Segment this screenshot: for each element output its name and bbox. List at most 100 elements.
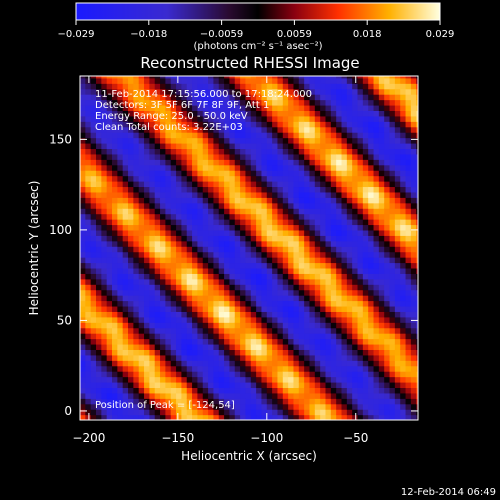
heatmap-cell xyxy=(202,186,209,193)
heatmap-cell xyxy=(202,110,209,117)
heatmap-cell xyxy=(400,159,407,166)
heatmap-cell xyxy=(133,365,140,372)
heatmap-cell xyxy=(165,219,172,226)
heatmap-cell xyxy=(112,409,118,416)
heatmap-cell xyxy=(112,159,118,166)
heatmap-cell xyxy=(341,240,348,247)
heatmap-cell xyxy=(325,267,332,274)
heatmap-cell xyxy=(373,398,380,405)
heatmap-cell xyxy=(288,186,295,193)
heatmap-cell xyxy=(400,77,407,84)
heatmap-cell xyxy=(112,110,118,117)
heatmap-cell xyxy=(234,338,241,345)
heatmap-cell xyxy=(256,398,263,405)
heatmap-cell xyxy=(293,202,300,209)
heatmap-cell xyxy=(362,284,369,291)
heatmap-cell xyxy=(330,251,337,258)
heatmap-cell xyxy=(213,191,220,198)
heatmap-cell xyxy=(256,121,263,128)
heatmap-cell xyxy=(192,153,199,160)
heatmap-cell xyxy=(144,262,150,269)
heatmap-cell xyxy=(112,132,118,139)
heatmap-cell xyxy=(213,83,220,90)
heatmap-cell xyxy=(400,191,407,198)
heatmap-cell xyxy=(352,121,359,128)
heatmap-cell xyxy=(362,94,369,101)
heatmap-cell xyxy=(357,219,364,226)
heatmap-cell xyxy=(362,219,369,226)
heatmap-cell xyxy=(106,262,113,269)
heatmap-cell xyxy=(256,208,263,215)
heatmap-cell xyxy=(176,224,182,231)
heatmap-cell xyxy=(277,333,284,340)
heatmap-cell xyxy=(266,360,273,367)
heatmap-cell xyxy=(218,257,225,264)
heatmap-cell xyxy=(320,76,327,79)
heatmap-cell xyxy=(272,322,279,329)
heatmap-cell xyxy=(213,240,220,247)
heatmap-cell xyxy=(266,289,273,296)
heatmap-cell xyxy=(144,191,150,198)
heatmap-cell xyxy=(256,153,263,160)
heatmap-cell xyxy=(400,387,407,394)
heatmap-cell xyxy=(325,197,332,204)
heatmap-cell xyxy=(400,126,407,133)
heatmap-cell xyxy=(341,148,348,155)
heatmap-cell xyxy=(117,322,124,329)
heatmap-cell xyxy=(346,354,353,361)
heatmap-cell xyxy=(170,175,177,182)
heatmap-cell xyxy=(133,300,140,307)
heatmap-cell xyxy=(261,148,268,155)
heatmap-cell xyxy=(101,191,108,198)
heatmap-cell xyxy=(261,338,268,345)
heatmap-cell xyxy=(229,126,236,133)
heatmap-cell xyxy=(378,273,385,280)
heatmap-cell xyxy=(149,381,156,389)
heatmap-cell xyxy=(160,360,166,367)
heatmap-cell xyxy=(154,267,161,274)
heatmap-cell xyxy=(138,343,145,350)
heatmap-cell xyxy=(154,381,161,389)
heatmap-cell xyxy=(138,153,145,160)
heatmap-cell xyxy=(170,273,177,280)
heatmap-cell xyxy=(165,170,172,177)
heatmap-cell xyxy=(160,338,166,345)
heatmap-cell xyxy=(341,170,348,177)
heatmap-cell xyxy=(106,284,113,291)
heatmap-cell xyxy=(394,414,401,420)
heatmap-cell xyxy=(138,262,145,269)
heatmap-cell xyxy=(405,208,412,215)
heatmap-cell xyxy=(192,240,199,247)
heatmap-cell xyxy=(181,104,188,111)
heatmap-cell xyxy=(320,246,327,253)
heatmap-cell xyxy=(288,387,295,394)
heatmap-cell xyxy=(261,278,268,285)
heatmap-cell xyxy=(96,235,102,242)
heatmap-cell xyxy=(373,311,380,318)
heatmap-cell xyxy=(181,338,188,345)
heatmap-cell xyxy=(122,273,129,280)
heatmap-cell xyxy=(122,110,129,117)
heatmap-cell xyxy=(336,126,343,133)
heatmap-cell xyxy=(320,170,327,177)
heatmap-cell xyxy=(293,142,300,150)
heatmap-cell xyxy=(325,99,332,106)
heatmap-cell xyxy=(304,381,311,389)
heatmap-cell xyxy=(80,164,86,171)
heatmap-cell xyxy=(256,137,263,144)
heatmap-cell xyxy=(250,371,257,378)
heatmap-cell xyxy=(80,208,86,215)
heatmap-cell xyxy=(325,83,332,90)
heatmap-cell xyxy=(389,202,396,209)
heatmap-cell xyxy=(261,316,268,323)
heatmap-cell xyxy=(213,311,220,318)
heatmap-cell xyxy=(341,338,348,345)
heatmap-cell xyxy=(352,322,359,329)
heatmap-cell xyxy=(202,398,209,405)
heatmap-cell xyxy=(346,104,353,111)
heatmap-cell xyxy=(336,365,343,372)
heatmap-cell xyxy=(293,186,300,193)
heatmap-cell xyxy=(400,365,407,372)
heatmap-cell xyxy=(293,235,300,242)
heatmap-cell xyxy=(112,83,118,90)
